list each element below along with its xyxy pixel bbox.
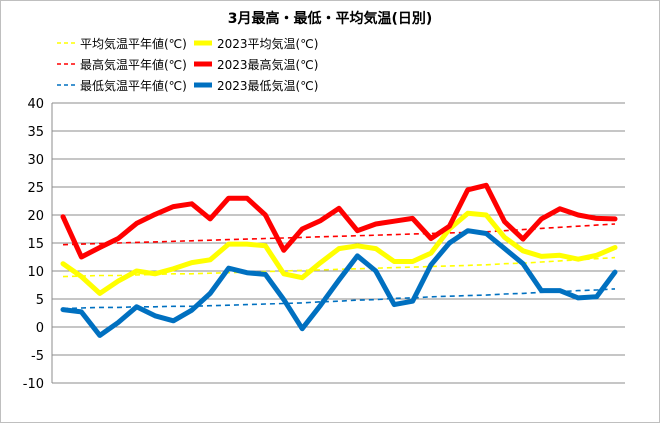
y-tick-label: 35: [27, 125, 44, 140]
y-tick-label: 10: [27, 265, 44, 280]
plot-area: 40 35 30 25 20 15 10 5 0 -5 -10: [23, 97, 625, 392]
legend-label: 最低気温平年値(℃): [80, 78, 187, 93]
series-line-2: [62, 223, 616, 246]
legend-label: 2023最高気温(℃): [217, 57, 318, 72]
y-tick-label: 40: [27, 97, 44, 112]
legend-label: 2023平均気温(℃): [217, 36, 318, 51]
legend-label: 2023最低気温(℃): [217, 78, 318, 93]
series-lines: [60, 182, 618, 338]
legend: 平均気温平年値(℃) 2023平均気温(℃) 最高気温平年値(℃) 2023最高気温(…: [57, 36, 318, 93]
y-tick-label: 25: [27, 181, 44, 196]
series-line-5: [60, 228, 618, 338]
y-tick-label: -10: [23, 377, 44, 392]
chart-title: 3月最高・最低・平均気温(日別): [228, 10, 433, 27]
y-tick-label: 20: [27, 209, 44, 224]
y-tick-label: 5: [36, 293, 44, 308]
legend-label: 平均気温平年値(℃): [80, 36, 187, 51]
legend-label: 最高気温平年値(℃): [80, 57, 187, 72]
y-tick-label: -5: [31, 349, 44, 364]
y-tick-label: 15: [27, 237, 44, 252]
y-tick-label: 0: [36, 321, 44, 336]
series-line-3: [60, 182, 618, 260]
series-line-4: [62, 288, 616, 310]
y-axis-tick-labels: 40 35 30 25 20 15 10 5 0 -5 -10: [23, 97, 44, 392]
y-tick-label: 30: [27, 153, 44, 168]
series-line-1: [60, 210, 618, 296]
